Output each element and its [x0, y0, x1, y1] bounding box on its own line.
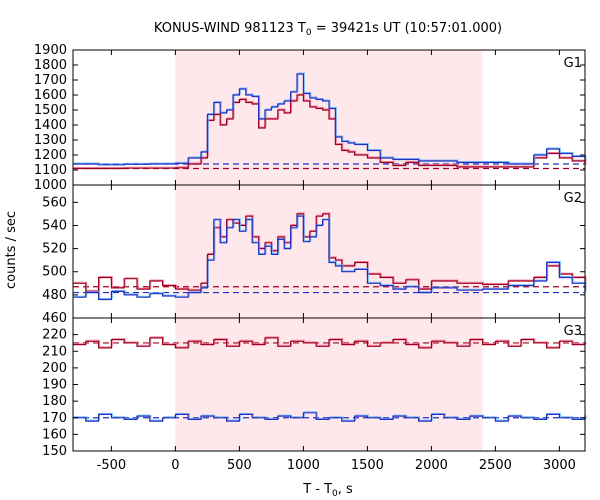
- panels-group: 1000110012001300140015001600170018001900…: [34, 43, 587, 473]
- y-tick-label: 170: [42, 411, 67, 426]
- panel-label: G3: [564, 324, 582, 339]
- panel-label: G1: [564, 56, 582, 71]
- x-axis-label-sub: 0: [332, 489, 338, 499]
- y-tick-label: 160: [42, 427, 67, 442]
- y-tick-label: 460: [42, 311, 67, 326]
- y-tick-label: 540: [42, 218, 67, 233]
- y-tick-label: 190: [42, 378, 67, 393]
- series-shadow-red: [74, 336, 587, 348]
- y-tick-label: 210: [42, 344, 67, 359]
- y-tick-label: 520: [42, 242, 67, 257]
- x-tick-label: 0: [171, 458, 179, 473]
- y-tick-label: 1800: [34, 58, 67, 73]
- y-tick-label: 1100: [34, 163, 67, 178]
- y-tick-label: 220: [42, 328, 67, 343]
- series-line-red: [73, 94, 586, 170]
- panel-frame: [72, 317, 586, 452]
- chart-title-rest: = 39421s UT (10:57:01.000): [312, 21, 502, 36]
- shaded-interval: [175, 318, 483, 451]
- panel-g2: 460 480 500 520 540 560 G2: [42, 184, 587, 326]
- x-tick-label: 2000: [415, 458, 448, 473]
- y-tick-label: 1000: [34, 178, 67, 193]
- series-line-blue: [73, 215, 586, 301]
- y-tick-label: 150: [42, 444, 67, 459]
- x-tick-label: 2500: [479, 458, 512, 473]
- y-tick-label: 1900: [34, 43, 67, 58]
- x-tick-label: 500: [227, 458, 252, 473]
- chart-title-sub: 0: [306, 28, 312, 38]
- y-tick-label: 180: [42, 394, 67, 409]
- y-tick-label: 1700: [34, 73, 67, 88]
- series-shadow-blue: [74, 411, 587, 421]
- y-tick-label: 560: [42, 195, 67, 210]
- x-tick-label: 1500: [351, 458, 384, 473]
- chart-title: KONUS-WIND 981123 T0 = 39421s UT (10:57:…: [154, 21, 502, 38]
- y-tick-label: 1300: [34, 133, 67, 148]
- chart-title-main: KONUS-WIND 981123 T: [154, 21, 306, 36]
- series-shadow-blue: [74, 72, 587, 165]
- y-tick-label: 1600: [34, 88, 67, 103]
- y-tick-label: 1400: [34, 118, 67, 133]
- panel-g1: 1000110012001300140015001600170018001900…: [34, 43, 587, 193]
- y-tick-label: 480: [42, 288, 67, 303]
- series-line-red: [73, 337, 586, 349]
- y-tick-label: 500: [42, 265, 67, 280]
- series-shadow-blue: [74, 214, 587, 299]
- y-axis-label: counts / sec: [4, 211, 19, 289]
- series-shadow-red: [74, 93, 587, 168]
- series-line-blue: [73, 412, 586, 422]
- x-tick-label: -500: [97, 458, 127, 473]
- x-axis-label: T - T0, s: [302, 482, 353, 499]
- x-tick-label: 3000: [543, 458, 576, 473]
- panel-label: G2: [564, 191, 582, 206]
- x-tick-label: 1000: [287, 458, 320, 473]
- y-tick-label: 200: [42, 361, 67, 376]
- x-axis-label-main: T - T: [302, 482, 332, 497]
- series-line-blue: [73, 73, 586, 166]
- y-tick-label: 1200: [34, 148, 67, 163]
- x-axis-label-rest: , s: [338, 482, 353, 497]
- y-tick-label: 1500: [34, 103, 67, 118]
